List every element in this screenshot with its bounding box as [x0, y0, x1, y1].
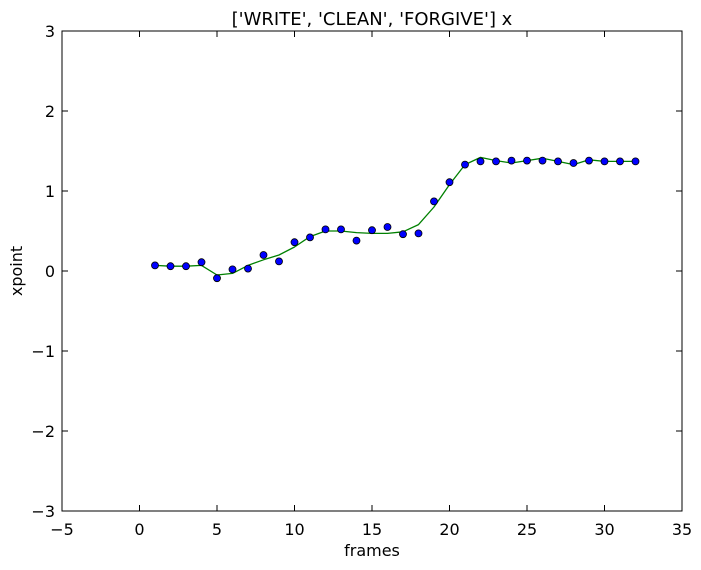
x-tick-label: 5 [212, 520, 222, 539]
y-tick-label: 1 [45, 182, 55, 201]
x-tick-label: 0 [134, 520, 144, 539]
data-point [430, 197, 438, 206]
x-axis-ticks: −5 0 5 10 15 20 25 30 35 [50, 31, 692, 539]
data-point [476, 157, 485, 166]
data-point [383, 223, 392, 231]
data-point [569, 159, 578, 167]
data-point [228, 265, 237, 274]
data-point [166, 262, 175, 271]
data-point [492, 157, 500, 166]
data-point [585, 156, 593, 165]
y-tick-label: −1 [31, 342, 55, 361]
y-tick-label: 0 [45, 262, 55, 281]
y-tick-label: 2 [45, 102, 55, 121]
data-point [275, 257, 283, 266]
data-point [197, 258, 206, 267]
data-point [290, 238, 299, 247]
data-point [151, 261, 159, 270]
data-point [523, 156, 531, 165]
data-point [337, 225, 345, 234]
x-tick-label: 25 [517, 520, 537, 539]
chart-title: ['WRITE', 'CLEAN', 'FORGIVE'] x [232, 9, 513, 30]
y-tick-label: −3 [31, 502, 55, 521]
data-point [368, 226, 376, 235]
y-axis-label: xpoint [7, 246, 26, 296]
y-axis-ticks: −3 −2 −1 0 1 2 3 [31, 22, 682, 521]
data-point [352, 236, 361, 245]
x-tick-label: −5 [50, 520, 74, 539]
data-point [321, 225, 330, 234]
data-point [631, 157, 640, 166]
y-tick-label: 3 [45, 22, 55, 41]
data-point [461, 160, 469, 169]
x-tick-label: 35 [672, 520, 692, 539]
data-point [414, 229, 423, 238]
data-point [445, 178, 454, 187]
plot-frame [61, 30, 683, 512]
data-point [507, 156, 516, 165]
data-point [399, 230, 407, 239]
data-point [538, 156, 547, 165]
data-point [213, 274, 221, 283]
y-tick-label: −2 [31, 422, 55, 441]
x-tick-label: 30 [594, 520, 614, 539]
x-tick-label: 10 [284, 520, 304, 539]
data-point [244, 264, 252, 273]
data-point [182, 262, 190, 271]
plot-layer [151, 156, 640, 283]
x-tick-label: 15 [362, 520, 382, 539]
x-axis-label: frames [344, 541, 400, 560]
x-tick-label: 20 [439, 520, 459, 539]
data-point [259, 251, 268, 259]
data-point [616, 157, 624, 166]
data-point [600, 157, 609, 166]
data-point [554, 157, 562, 166]
data-point [306, 233, 314, 242]
